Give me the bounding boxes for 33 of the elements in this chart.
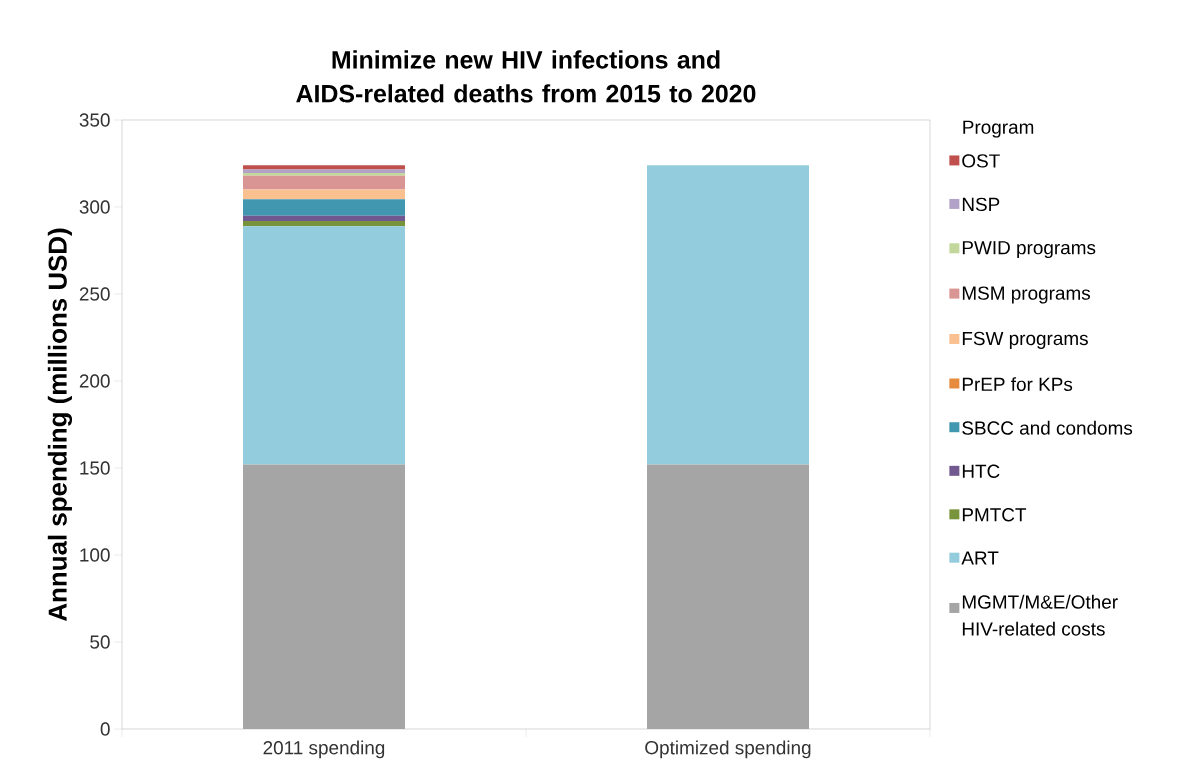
legend-title: Program bbox=[963, 120, 1034, 138]
x-tick-label: Optimized spending bbox=[645, 740, 811, 759]
chart-title: Minimize new HIV infections and AIDS-related deaths from 2015 to 2020 bbox=[296, 50, 756, 103]
y-tick-label: 350 bbox=[79, 113, 110, 127]
bar bbox=[243, 215, 405, 221]
legend-label: MSM programs bbox=[962, 286, 1091, 304]
bar bbox=[243, 220, 405, 227]
y-axis-title: Annual spending (millions USD) bbox=[47, 228, 73, 622]
y-tick-label: 250 bbox=[79, 287, 110, 301]
bar bbox=[647, 165, 810, 465]
y-tick-label: 300 bbox=[79, 200, 110, 214]
legend-label: NSP bbox=[962, 197, 1000, 212]
legend-label: PrEP for KPs bbox=[962, 377, 1073, 392]
legend-label: PMTCT bbox=[962, 508, 1027, 522]
legend-label: ART bbox=[961, 551, 999, 565]
bar bbox=[243, 226, 405, 465]
bar bbox=[243, 189, 405, 200]
legend-label: MGMT/M&E/Other HIV-related costs bbox=[962, 594, 1118, 636]
legend-label: HTC bbox=[962, 464, 1000, 478]
y-tick-label: 100 bbox=[80, 548, 110, 562]
y-tick-label: 150 bbox=[80, 461, 110, 475]
legend-label: PWID programs bbox=[962, 241, 1096, 259]
y-tick-label: 0 bbox=[100, 722, 110, 736]
x-tick-label: 2011 spending bbox=[263, 740, 385, 759]
y-tick-label: 200 bbox=[79, 374, 110, 388]
y-tick-label: 50 bbox=[90, 635, 110, 649]
legend-label: OST bbox=[962, 154, 1000, 168]
bar bbox=[243, 175, 405, 190]
legend-label: SBCC and condoms bbox=[962, 420, 1133, 435]
bar bbox=[243, 199, 405, 216]
bar bbox=[243, 173, 405, 176]
legend-label: FSW programs bbox=[962, 331, 1088, 349]
bar bbox=[243, 165, 405, 170]
